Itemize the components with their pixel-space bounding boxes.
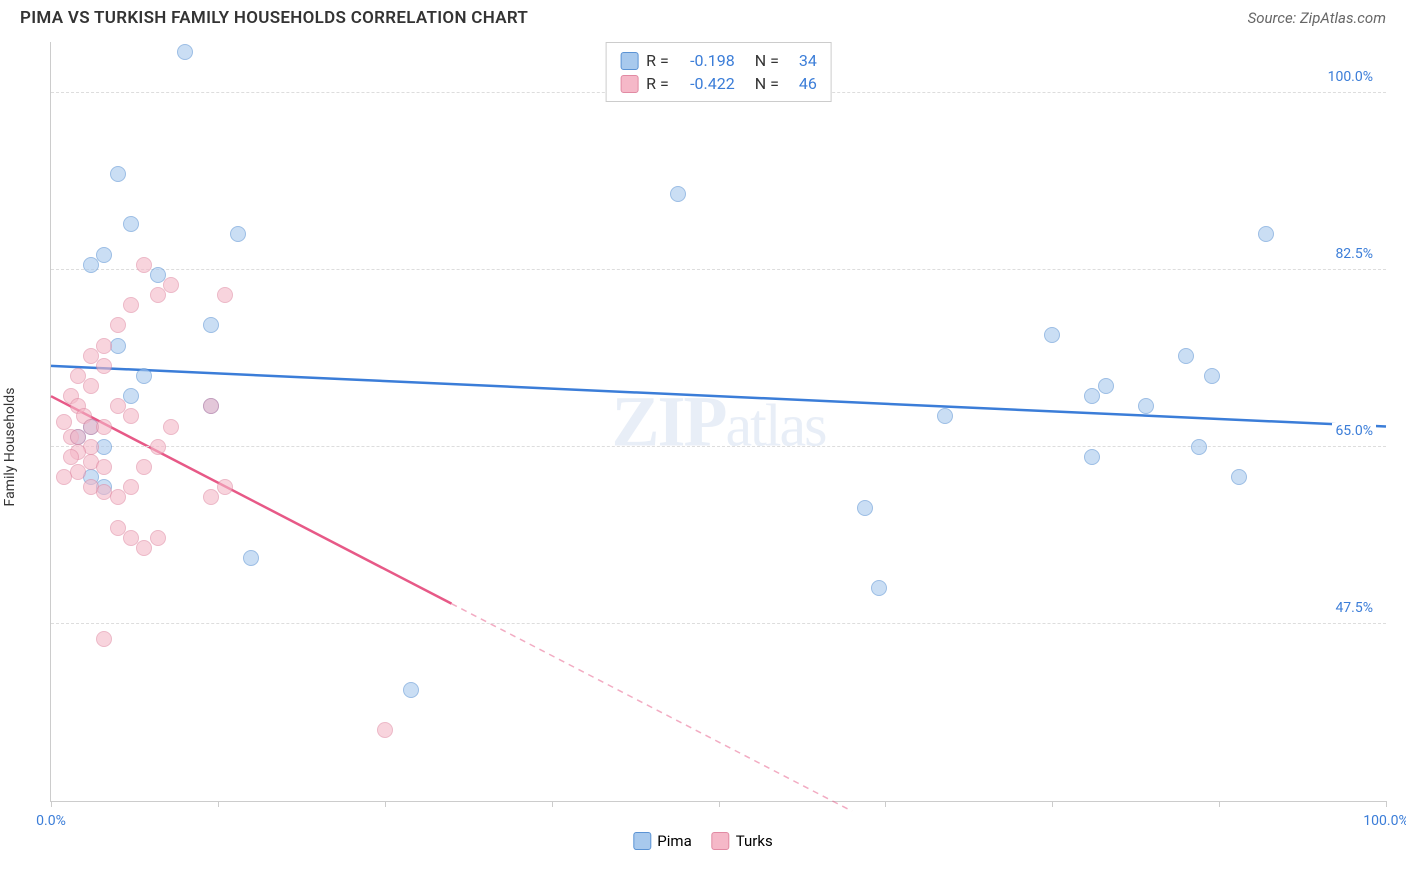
- scatter-point-pima: [1178, 348, 1194, 364]
- scatter-point-turks: [96, 358, 112, 374]
- x-tick: [552, 801, 553, 807]
- chart-container: Family Households ZIPatlas 47.5% 65.0% 82.…: [0, 32, 1406, 862]
- scatter-point-turks: [203, 398, 219, 414]
- scatter-point-pima: [1044, 327, 1060, 343]
- scatter-point-turks: [203, 489, 219, 505]
- scatter-point-turks: [150, 287, 166, 303]
- legend-swatch: [620, 52, 638, 70]
- scatter-point-turks: [163, 277, 179, 293]
- scatter-point-turks: [96, 338, 112, 354]
- chart-title: PIMA VS TURKISH FAMILY HOUSEHOLDS CORREL…: [20, 8, 528, 28]
- scatter-point-turks: [136, 459, 152, 475]
- scatter-point-pima: [1138, 398, 1154, 414]
- n-label: N =: [755, 74, 779, 93]
- y-tick-label: 82.5%: [1332, 246, 1376, 262]
- scatter-point-pima: [230, 226, 246, 242]
- scatter-point-turks: [163, 419, 179, 435]
- legend-swatch: [712, 832, 730, 850]
- scatter-point-turks: [96, 631, 112, 647]
- x-tick: [1219, 801, 1220, 807]
- r-value: -0.422: [677, 74, 735, 93]
- scatter-point-turks: [56, 469, 72, 485]
- x-tick-label-start: 0.0%: [36, 813, 66, 829]
- gridline: [51, 446, 1386, 447]
- x-tick: [1386, 801, 1387, 807]
- chart-source: Source: ZipAtlas.com: [1248, 9, 1386, 27]
- scatter-point-pima: [403, 682, 419, 698]
- scatter-point-turks: [96, 419, 112, 435]
- watermark: ZIPatlas: [612, 380, 826, 463]
- scatter-point-pima: [1098, 378, 1114, 394]
- n-value: 34: [787, 51, 817, 70]
- scatter-point-turks: [136, 257, 152, 273]
- scatter-point-pima: [123, 388, 139, 404]
- x-tick-label-end: 100.0%: [1363, 813, 1406, 829]
- legend-item: Turks: [712, 832, 773, 850]
- scatter-point-pima: [203, 317, 219, 333]
- trendline-solid-pima: [51, 366, 1386, 427]
- x-tick: [51, 801, 52, 807]
- y-tick-label: 65.0%: [1332, 423, 1376, 439]
- scatter-point-turks: [56, 414, 72, 430]
- legend-item: Pima: [633, 832, 691, 850]
- legend-label: Pima: [657, 832, 691, 850]
- scatter-point-turks: [150, 439, 166, 455]
- scatter-point-pima: [1204, 368, 1220, 384]
- scatter-point-turks: [136, 540, 152, 556]
- scatter-point-turks: [110, 489, 126, 505]
- scatter-point-pima: [96, 247, 112, 263]
- scatter-point-pima: [110, 166, 126, 182]
- r-label: R =: [646, 51, 669, 70]
- y-tick-label: 100.0%: [1325, 69, 1376, 85]
- plot-area: ZIPatlas 47.5%65.0%82.5%100.0%0.0%100.0%…: [50, 42, 1386, 802]
- x-tick: [218, 801, 219, 807]
- chart-legend: Pima Turks: [633, 832, 772, 850]
- scatter-point-turks: [217, 287, 233, 303]
- legend-label: Turks: [736, 832, 773, 850]
- scatter-point-pima: [937, 408, 953, 424]
- x-tick: [719, 801, 720, 807]
- scatter-point-pima: [136, 368, 152, 384]
- correlation-stats-box: R = -0.198 N = 34 R = -0.422 N = 46: [605, 42, 832, 102]
- x-tick: [885, 801, 886, 807]
- trendlines: [51, 42, 1386, 801]
- x-tick: [385, 801, 386, 807]
- n-label: N =: [755, 51, 779, 70]
- stats-row: R = -0.198 N = 34: [620, 49, 817, 72]
- scatter-point-turks: [110, 317, 126, 333]
- scatter-point-turks: [123, 297, 139, 313]
- y-axis-label: Family Households: [2, 388, 18, 507]
- scatter-point-pima: [123, 216, 139, 232]
- scatter-point-turks: [96, 459, 112, 475]
- r-value: -0.198: [677, 51, 735, 70]
- legend-swatch: [633, 832, 651, 850]
- stats-row: R = -0.422 N = 46: [620, 72, 817, 95]
- gridline: [51, 269, 1386, 270]
- scatter-point-turks: [63, 449, 79, 465]
- scatter-point-pima: [1258, 226, 1274, 242]
- scatter-point-turks: [83, 378, 99, 394]
- scatter-point-turks: [217, 479, 233, 495]
- scatter-point-pima: [1084, 388, 1100, 404]
- scatter-point-turks: [123, 408, 139, 424]
- scatter-point-pima: [1231, 469, 1247, 485]
- n-value: 46: [787, 74, 817, 93]
- scatter-point-pima: [1084, 449, 1100, 465]
- legend-swatch: [620, 75, 638, 93]
- x-tick: [1052, 801, 1053, 807]
- trendline-dashed-turks: [452, 604, 853, 811]
- scatter-point-pima: [670, 186, 686, 202]
- r-label: R =: [646, 74, 669, 93]
- scatter-point-turks: [150, 530, 166, 546]
- scatter-point-pima: [243, 550, 259, 566]
- scatter-point-turks: [377, 722, 393, 738]
- scatter-point-pima: [1191, 439, 1207, 455]
- scatter-point-pima: [857, 500, 873, 516]
- gridline: [51, 623, 1386, 624]
- scatter-point-pima: [83, 257, 99, 273]
- scatter-point-pima: [177, 44, 193, 60]
- y-tick-label: 47.5%: [1332, 600, 1376, 616]
- scatter-point-turks: [123, 479, 139, 495]
- scatter-point-pima: [871, 580, 887, 596]
